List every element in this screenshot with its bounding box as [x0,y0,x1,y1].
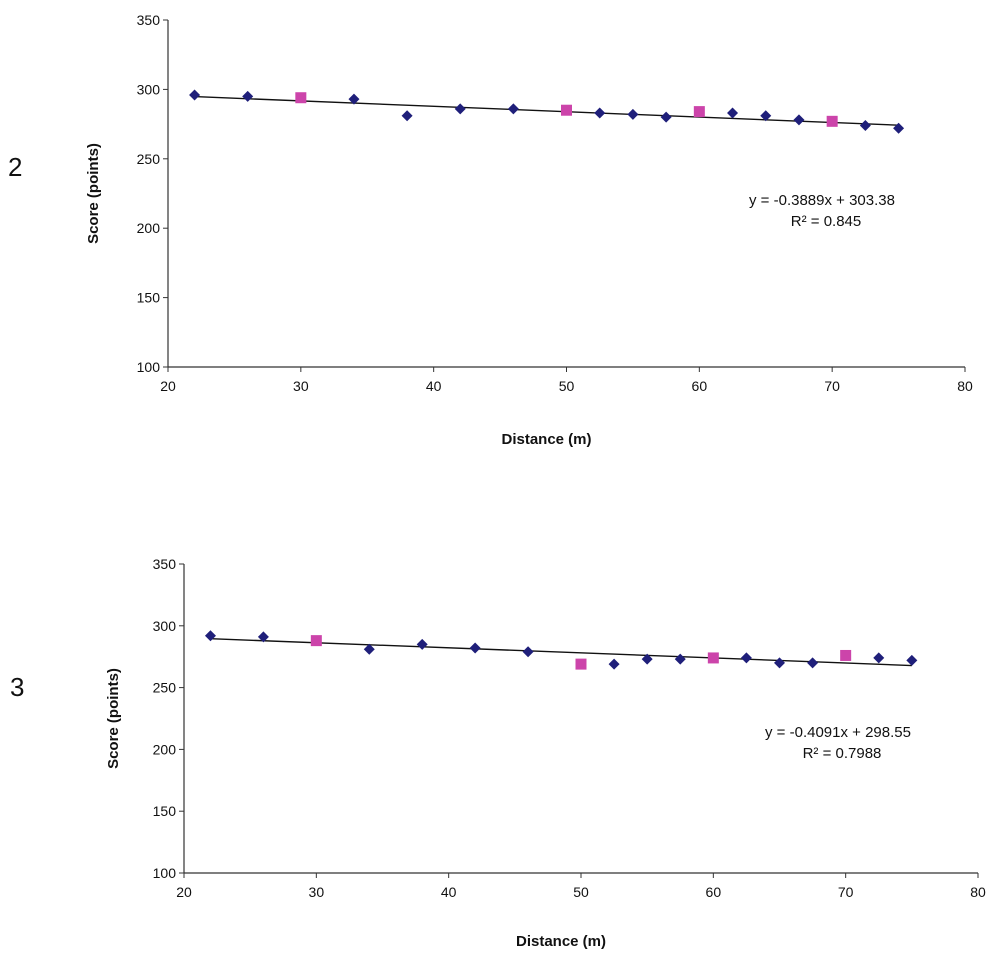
x-tick-label: 70 [838,884,854,900]
diamond-point [522,646,534,658]
diamond-point [204,630,216,642]
diamond-point [242,90,254,102]
chart-panel-2: 2 100 150 200 250 300 350 20 30 40 50 60 70 80 Distan… [0,0,1000,470]
diamond-point [507,103,519,115]
x-tick-label: 70 [824,378,840,394]
x-tick-label: 50 [559,378,575,394]
diamond-point [873,652,885,664]
diamond-point [363,643,375,655]
square-point [295,92,307,104]
y-tick-label: 250 [153,680,177,696]
panel-label: 2 [8,152,23,182]
diamond-point [906,654,918,666]
y-tick-label: 200 [137,220,161,236]
x-axis-title: Distance (m) [501,431,591,448]
diamond-point [807,657,819,669]
diamond-point [416,638,428,650]
r-squared-label: R² = 0.845 [791,213,861,230]
trend-line [194,95,899,126]
diamond-point [608,658,620,670]
scatter-chart: 100 150 200 250 300 350 20 30 40 50 60 70 80 Distance… [85,12,973,448]
diamond-point [348,93,360,105]
x-tick-label: 30 [309,884,325,900]
diamond-point [660,111,672,123]
y-tick-label: 350 [137,12,161,28]
y-tick-label: 100 [137,359,161,375]
diamond-point [893,122,905,134]
y-tick-label: 200 [153,741,177,757]
x-tick-label: 20 [160,378,176,394]
square-point [561,104,572,116]
x-tick-label: 60 [706,884,722,900]
trendline-equation: y = -0.4091x + 298.55 [765,724,911,741]
diamond-point [627,108,639,120]
diamond-point [727,107,739,119]
x-tick-label: 40 [441,884,457,900]
y-axis-title: Score (points) [105,668,122,769]
square-point [310,635,322,647]
x-tick-label: 40 [426,378,442,394]
square-point [707,652,719,664]
diamond-point [469,642,481,654]
diamond-point [740,652,752,664]
y-tick-label: 150 [153,803,177,819]
x-tick-label: 80 [957,378,973,394]
square-point [826,115,838,127]
panel-label: 3 [10,672,25,702]
x-axis-title: Distance (m) [516,933,606,950]
y-tick-label: 100 [153,865,177,881]
x-tick-label: 60 [692,378,708,394]
diamond-point [760,110,772,122]
x-tick-label: 20 [176,884,192,900]
diamond-point [793,114,805,126]
diamond-point [257,631,269,643]
x-tick-label: 30 [293,378,309,394]
y-axis-title: Score (points) [85,143,102,244]
square-point [840,649,852,661]
x-tick-label: 50 [573,884,589,900]
diamond-point [189,89,201,101]
trend-line [210,638,912,667]
y-tick-label: 300 [153,618,177,634]
diamond-point [594,107,606,119]
y-tick-label: 300 [137,81,161,97]
y-tick-label: 350 [153,556,177,572]
square-point [575,658,587,670]
diamond-point [641,653,653,665]
diamond-point [454,103,466,115]
diamond-point [859,119,871,131]
y-tick-label: 250 [137,151,161,167]
trendline-equation: y = -0.3889x + 303.38 [749,192,895,209]
x-tick-label: 80 [970,884,986,900]
diamond-point [401,110,413,122]
square-point [693,106,705,118]
diamond-point [774,657,785,669]
r-squared-label: R² = 0.7988 [803,745,882,762]
diamond-point [674,653,686,665]
y-tick-label: 150 [137,290,161,306]
